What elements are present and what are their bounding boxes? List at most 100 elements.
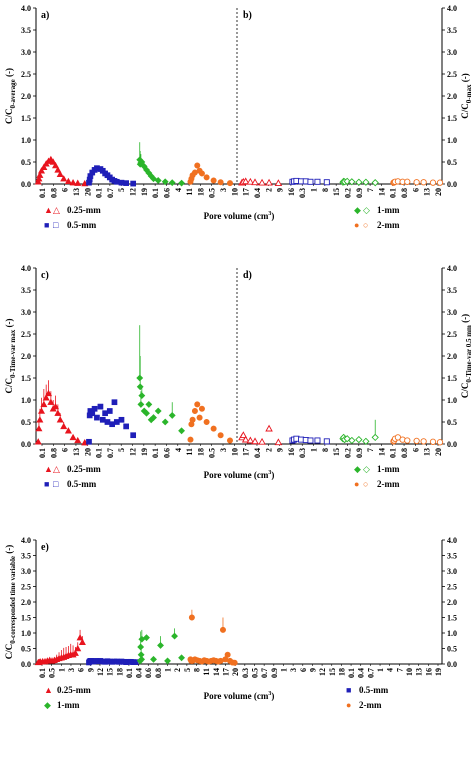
x-tick-label: 9 [276, 448, 285, 452]
series-0.25-mm-open [238, 424, 283, 446]
x-tick-label: 0.1 [125, 668, 134, 678]
x-tick-label: 18 [196, 448, 205, 456]
x-axis-label: Pore volume (cm3) [204, 211, 275, 221]
x-axis-label-end: ) [271, 211, 274, 221]
y-tick-label-right: 0.0 [447, 180, 457, 189]
x-tick-label: 0.9 [355, 448, 364, 458]
chart-panel-2: 0.0 0.0 0.5 0.5 1.0 1.0 1.5 1.5 2.0 2.0 2.5 2.5 3.0 3… [4, 264, 473, 489]
x-axis-label-sup: 3 [268, 211, 271, 217]
data-point [47, 398, 55, 405]
panel-label: b) [243, 10, 252, 21]
x-tick-label: 14 [377, 448, 386, 456]
x-tick-label: 15 [332, 188, 341, 196]
x-tick-label: 0.5 [208, 448, 217, 458]
data-point [36, 171, 44, 178]
y-tick-label-right: 3.5 [447, 286, 457, 295]
x-tick-label: 7 [395, 668, 404, 672]
data-point [198, 405, 205, 412]
data-point [102, 410, 108, 417]
data-point [239, 431, 248, 439]
data-point [118, 416, 125, 423]
data-point [74, 644, 82, 652]
data-point [37, 407, 46, 414]
data-point [314, 437, 321, 444]
data-point [56, 170, 64, 178]
legend-label: 2-mm [377, 479, 400, 489]
data-point [274, 438, 283, 446]
data-point [71, 649, 79, 656]
data-point [168, 179, 176, 187]
data-point [420, 438, 427, 445]
data-point [219, 626, 226, 633]
x-tick-label: 5 [117, 188, 126, 192]
x-tick-label: 18 [196, 188, 205, 196]
data-point [404, 178, 411, 185]
x-tick-label: 12 [129, 448, 138, 456]
data-point [258, 178, 266, 186]
data-point [132, 659, 139, 665]
x-tick-label: 0.8 [154, 668, 163, 678]
data-point [111, 399, 118, 406]
data-point [246, 436, 255, 444]
x-tick-label: 13 [72, 448, 81, 456]
x-tick-label: 0.3 [241, 668, 250, 678]
y-tick-label-right: 1.5 [447, 114, 457, 123]
x-tick-label: 10 [230, 188, 239, 196]
legend-marker-filled: ● [354, 220, 359, 230]
data-point [78, 638, 86, 646]
x-axis-label: Pore volume (cm3) [204, 470, 275, 480]
x-tick-label: 0.2 [343, 188, 352, 198]
y-tick-label-left: 1.0 [21, 136, 31, 145]
y-tick-label-right: 3.0 [447, 48, 457, 57]
y-tick-label-left: 0.5 [21, 158, 31, 167]
data-point [404, 437, 411, 444]
data-point [60, 422, 68, 430]
x-tick-label: 0.6 [144, 668, 153, 678]
y-axis-label-left-main: C/C [4, 378, 14, 394]
y-axis-label-left-sub: 0-corresponded time variable [9, 556, 17, 644]
data-point [69, 179, 77, 186]
data-point [138, 655, 146, 663]
data-point [355, 178, 363, 186]
data-point [413, 437, 420, 445]
series-2-mm-open [390, 178, 444, 186]
x-tick-label: 18 [337, 668, 346, 676]
x-tick-label: 7 [366, 188, 375, 192]
y-axis-label-left: C/C0-corresponded time variable (-) [4, 545, 17, 660]
x-tick-label: 6 [411, 188, 420, 192]
y-axis-label-right: C/C0-Time-var 0.5 mm (-) [460, 314, 473, 398]
series-1-mm-open [339, 419, 379, 445]
x-tick-label: 6 [61, 188, 70, 192]
data-point [154, 177, 162, 184]
x-tick-label: 0.1 [38, 188, 47, 198]
x-tick-label: 11 [185, 188, 194, 196]
x-tick-label: 17 [242, 448, 251, 456]
data-point [274, 179, 283, 186]
y-tick-label-right: 2.0 [447, 598, 457, 607]
data-point [217, 432, 224, 439]
data-point [40, 163, 48, 170]
x-tick-label: 0.4 [357, 668, 366, 678]
data-point [413, 179, 420, 186]
data-point [35, 424, 43, 432]
y-tick-label-left: 2.0 [21, 352, 31, 361]
x-tick-label: 8 [321, 188, 330, 192]
data-point [420, 179, 427, 186]
data-point [251, 437, 259, 445]
x-tick-label: 19 [140, 188, 149, 196]
y-tick-label-right: 3.0 [447, 567, 457, 576]
data-point [168, 411, 176, 419]
series-2-mm-filled [187, 609, 238, 666]
data-point [97, 403, 104, 410]
x-tick-label: 0.1 [389, 448, 398, 458]
y-tick-label-left: 4.0 [21, 536, 31, 545]
x-axis-label-end: ) [271, 691, 274, 701]
data-point [76, 634, 84, 641]
x-tick-label: 3 [289, 668, 298, 672]
x-axis-label-main: Pore volume (cm [204, 211, 269, 221]
data-point [150, 655, 157, 663]
x-tick-label: 11 [185, 448, 194, 456]
x-tick-label: 0.7 [366, 668, 375, 678]
y-tick-label-right: 3.5 [447, 26, 457, 35]
legend-marker-open: □ [53, 220, 59, 230]
